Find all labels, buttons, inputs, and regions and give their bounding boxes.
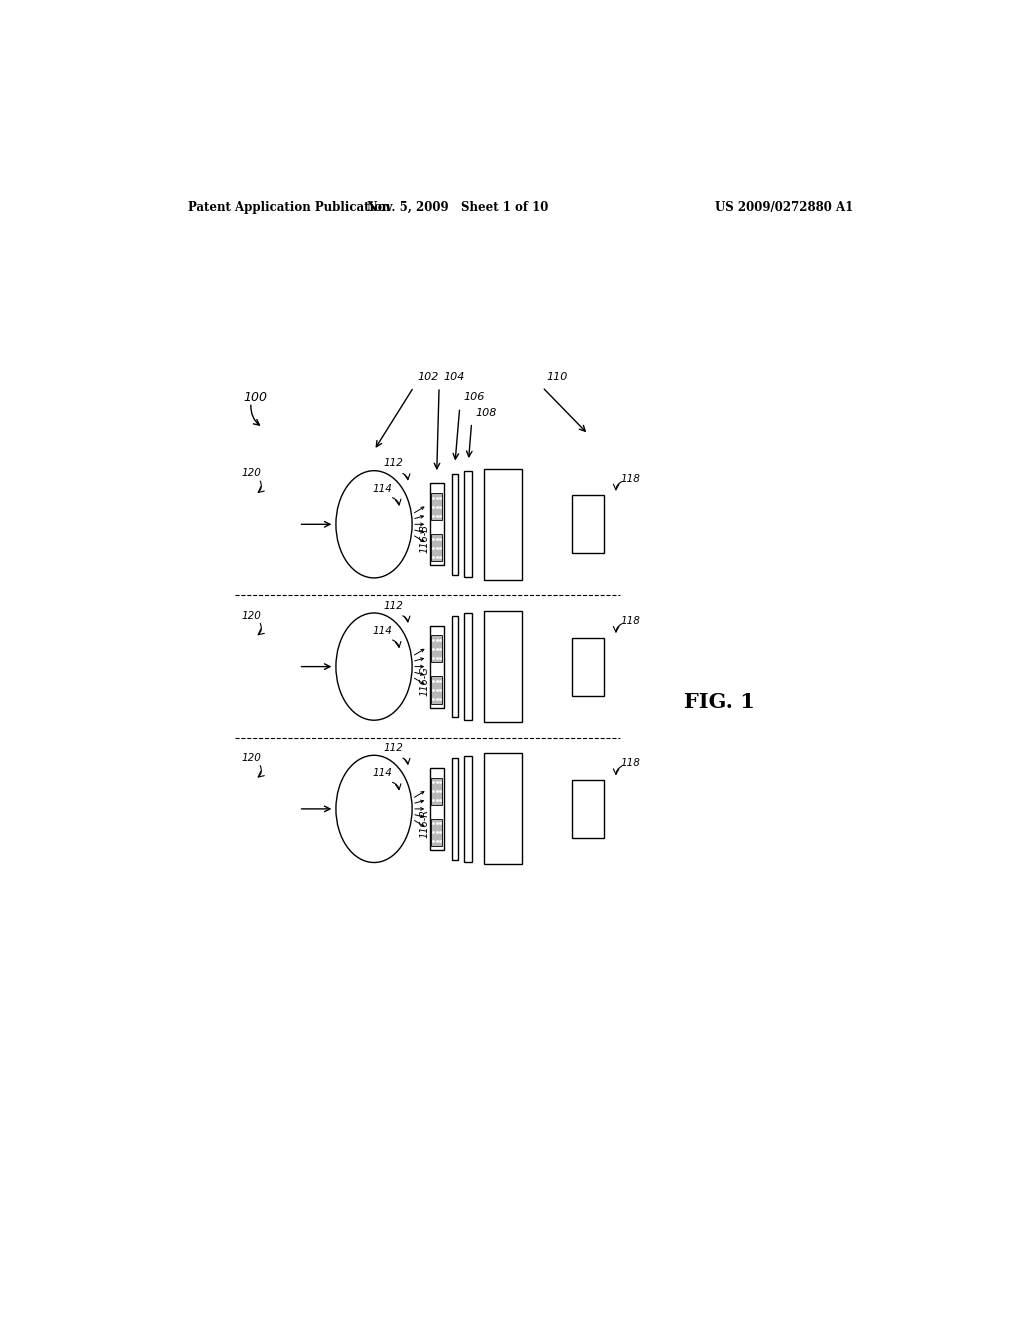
FancyBboxPatch shape bbox=[430, 626, 443, 708]
Text: 116-G: 116-G bbox=[420, 667, 430, 697]
Text: 106: 106 bbox=[464, 392, 485, 403]
FancyBboxPatch shape bbox=[431, 535, 442, 561]
FancyBboxPatch shape bbox=[483, 469, 521, 579]
Text: 120: 120 bbox=[241, 754, 261, 763]
FancyBboxPatch shape bbox=[430, 768, 443, 850]
FancyBboxPatch shape bbox=[465, 756, 472, 862]
Text: Nov. 5, 2009   Sheet 1 of 10: Nov. 5, 2009 Sheet 1 of 10 bbox=[367, 201, 548, 214]
Text: 112: 112 bbox=[384, 601, 403, 611]
Text: FIG. 1: FIG. 1 bbox=[684, 692, 755, 713]
FancyBboxPatch shape bbox=[431, 777, 442, 805]
FancyBboxPatch shape bbox=[430, 483, 443, 565]
Text: 104: 104 bbox=[443, 372, 465, 381]
FancyBboxPatch shape bbox=[431, 494, 442, 520]
FancyBboxPatch shape bbox=[452, 474, 458, 576]
Text: 102: 102 bbox=[418, 372, 439, 381]
FancyBboxPatch shape bbox=[572, 495, 604, 553]
Text: 118: 118 bbox=[621, 616, 640, 626]
Text: 116-B: 116-B bbox=[420, 524, 430, 553]
FancyBboxPatch shape bbox=[572, 780, 604, 838]
Text: Patent Application Publication: Patent Application Publication bbox=[187, 201, 390, 214]
Text: 100: 100 bbox=[243, 391, 267, 404]
Text: 120: 120 bbox=[241, 469, 261, 478]
FancyBboxPatch shape bbox=[452, 616, 458, 717]
Text: 118: 118 bbox=[621, 474, 640, 483]
FancyBboxPatch shape bbox=[483, 754, 521, 865]
FancyBboxPatch shape bbox=[465, 614, 472, 719]
Text: 120: 120 bbox=[241, 611, 261, 620]
Text: 118: 118 bbox=[621, 758, 640, 768]
FancyBboxPatch shape bbox=[452, 758, 458, 859]
Text: US 2009/0272880 A1: US 2009/0272880 A1 bbox=[715, 201, 854, 214]
Text: 114: 114 bbox=[372, 484, 392, 494]
FancyBboxPatch shape bbox=[431, 635, 442, 663]
FancyBboxPatch shape bbox=[572, 638, 604, 696]
Text: 112: 112 bbox=[384, 458, 403, 469]
Text: 116-R: 116-R bbox=[420, 809, 430, 838]
Text: 110: 110 bbox=[546, 372, 567, 381]
FancyBboxPatch shape bbox=[465, 471, 472, 577]
FancyBboxPatch shape bbox=[483, 611, 521, 722]
Text: 108: 108 bbox=[475, 408, 497, 417]
Text: 114: 114 bbox=[372, 626, 392, 636]
Text: 114: 114 bbox=[372, 768, 392, 779]
Text: 112: 112 bbox=[384, 743, 403, 752]
FancyBboxPatch shape bbox=[431, 676, 442, 704]
FancyBboxPatch shape bbox=[431, 818, 442, 846]
